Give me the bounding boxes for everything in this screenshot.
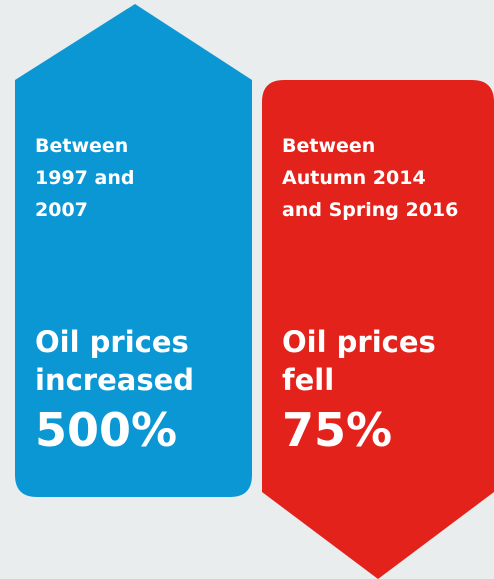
figure: 75%	[282, 403, 392, 457]
period-line: 2007	[35, 199, 88, 221]
period-line: 1997 and	[35, 167, 134, 189]
up-arrow	[15, 4, 252, 497]
period-line: Between	[35, 135, 128, 157]
period-line: Between	[282, 135, 375, 157]
statement-line: Oil prices	[35, 325, 189, 359]
figure: 500%	[35, 403, 177, 457]
statement-line: increased	[35, 363, 194, 397]
content: Between 1997 and 2007 Oil prices increased 50…	[35, 135, 458, 457]
period-line: and Spring 2016	[282, 199, 458, 221]
down-arrow	[262, 80, 494, 579]
period-line: Autumn 2014	[282, 167, 426, 189]
statement-line: Oil prices	[282, 325, 436, 359]
statement-line: fell	[282, 363, 334, 397]
